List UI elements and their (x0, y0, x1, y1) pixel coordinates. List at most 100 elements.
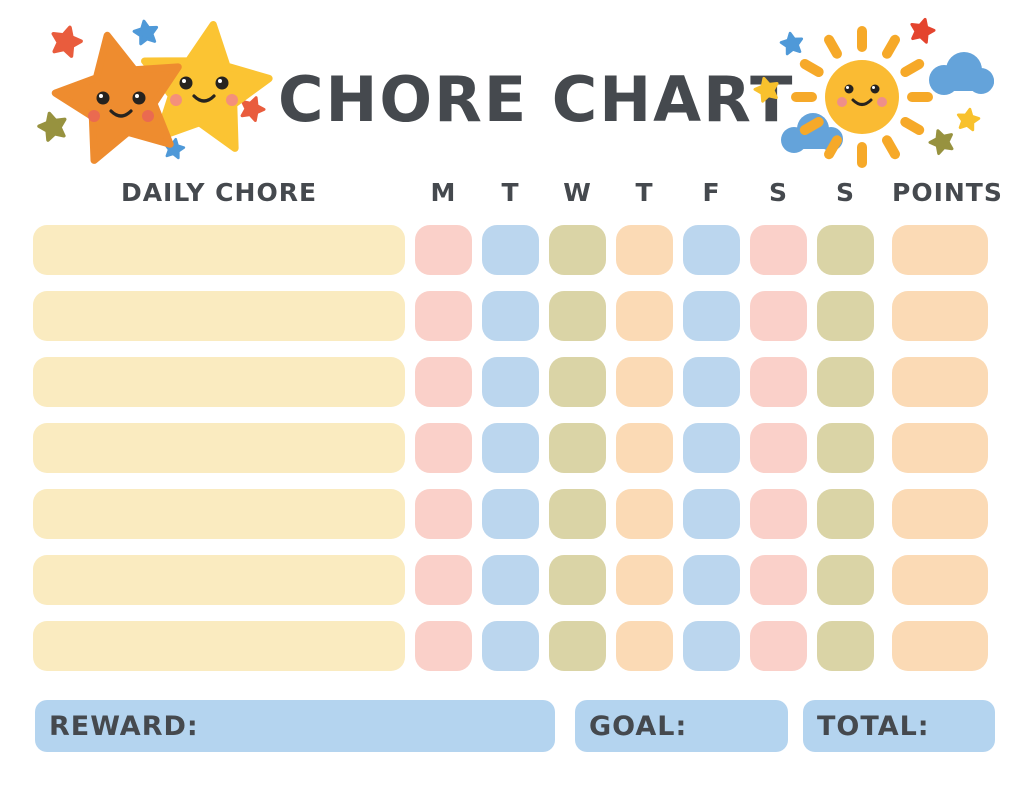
day-cell[interactable] (683, 555, 740, 605)
day-cell[interactable] (549, 555, 606, 605)
day-cell[interactable] (616, 225, 673, 275)
mini-star-olive-icon (925, 125, 958, 157)
column-headers: DAILY CHORE M T W T F S S POINTS (33, 178, 1003, 207)
points-cell[interactable] (892, 555, 988, 605)
sun-and-clouds-illustration (752, 14, 994, 168)
day-cell[interactable] (616, 357, 673, 407)
day-cell[interactable] (616, 291, 673, 341)
day-header: F (702, 178, 721, 207)
chore-input-box[interactable] (33, 555, 405, 605)
day-cell[interactable] (683, 225, 740, 275)
total-label: TOTAL: (817, 710, 930, 742)
day-cell[interactable] (482, 225, 539, 275)
chore-row (33, 357, 988, 407)
day-cell[interactable] (750, 225, 807, 275)
day-cell[interactable] (817, 291, 874, 341)
day-cell[interactable] (549, 489, 606, 539)
total-box[interactable]: TOTAL: (803, 700, 995, 752)
day-cell[interactable] (549, 621, 606, 671)
day-cell[interactable] (549, 423, 606, 473)
day-cell[interactable] (415, 555, 472, 605)
day-cell[interactable] (415, 489, 472, 539)
day-cell[interactable] (750, 621, 807, 671)
points-cell[interactable] (892, 423, 988, 473)
day-header: M (430, 178, 457, 207)
chore-input-box[interactable] (33, 357, 405, 407)
day-header: S (835, 178, 855, 207)
points-header: POINTS (892, 178, 1003, 207)
mini-star-blue-icon (778, 29, 806, 56)
day-header: W (563, 178, 592, 207)
day-cell[interactable] (482, 423, 539, 473)
day-cell[interactable] (683, 357, 740, 407)
page-title: CHORE CHART (278, 63, 795, 136)
day-cell[interactable] (750, 357, 807, 407)
day-cell[interactable] (683, 423, 740, 473)
day-cell[interactable] (415, 621, 472, 671)
mini-star-red-icon (906, 14, 938, 45)
day-cell[interactable] (616, 555, 673, 605)
day-cell[interactable] (817, 357, 874, 407)
chore-row (33, 225, 988, 275)
chore-row (33, 489, 988, 539)
day-cell[interactable] (817, 225, 874, 275)
stars-illustration (34, 10, 290, 174)
day-cell[interactable] (482, 489, 539, 539)
goal-box[interactable]: GOAL: (575, 700, 788, 752)
mini-star-yellow-left-icon (752, 73, 783, 104)
day-cell[interactable] (616, 621, 673, 671)
chore-row (33, 423, 988, 473)
chore-input-box[interactable] (33, 423, 405, 473)
chore-row (33, 555, 988, 605)
day-cell[interactable] (482, 621, 539, 671)
day-cell[interactable] (817, 489, 874, 539)
orange-star (46, 22, 194, 165)
day-cell[interactable] (616, 489, 673, 539)
day-cell[interactable] (415, 291, 472, 341)
day-cell[interactable] (482, 555, 539, 605)
sun-icon (791, 26, 933, 168)
goal-label: GOAL: (589, 710, 688, 742)
chore-row (33, 291, 988, 341)
reward-label: REWARD: (49, 710, 199, 742)
chore-row (33, 621, 988, 671)
day-cell[interactable] (817, 555, 874, 605)
day-header: S (768, 178, 788, 207)
points-cell[interactable] (892, 225, 988, 275)
daily-chore-header: DAILY CHORE (120, 178, 318, 207)
day-cell[interactable] (750, 291, 807, 341)
chore-input-box[interactable] (33, 225, 405, 275)
day-cell[interactable] (482, 357, 539, 407)
day-cell[interactable] (750, 555, 807, 605)
day-cell[interactable] (750, 489, 807, 539)
cloud-right-icon (929, 52, 994, 95)
chore-input-box[interactable] (33, 291, 405, 341)
points-cell[interactable] (892, 291, 988, 341)
yellow-star (134, 16, 275, 152)
day-cell[interactable] (683, 621, 740, 671)
chore-input-box[interactable] (33, 489, 405, 539)
day-cell[interactable] (683, 291, 740, 341)
points-cell[interactable] (892, 621, 988, 671)
day-cell[interactable] (415, 423, 472, 473)
day-cell[interactable] (415, 357, 472, 407)
chore-input-box[interactable] (33, 621, 405, 671)
day-cell[interactable] (750, 423, 807, 473)
day-cell[interactable] (549, 291, 606, 341)
day-cell[interactable] (616, 423, 673, 473)
day-cell[interactable] (549, 357, 606, 407)
day-cell[interactable] (683, 489, 740, 539)
chore-grid (33, 225, 988, 687)
day-cell[interactable] (482, 291, 539, 341)
day-cell[interactable] (549, 225, 606, 275)
points-cell[interactable] (892, 489, 988, 539)
points-cell[interactable] (892, 357, 988, 407)
day-cell[interactable] (817, 423, 874, 473)
day-header: T (501, 178, 520, 207)
day-cell[interactable] (817, 621, 874, 671)
mini-star-blue-icon (131, 17, 161, 47)
reward-box[interactable]: REWARD: (35, 700, 555, 752)
day-cell[interactable] (415, 225, 472, 275)
